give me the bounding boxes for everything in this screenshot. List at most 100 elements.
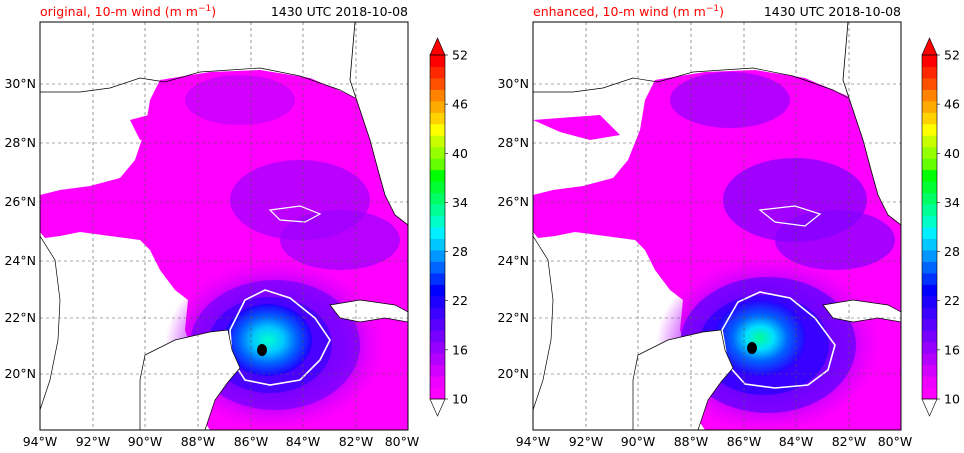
lon-label: 92°W — [569, 434, 604, 449]
colorbar-segment — [922, 261, 937, 274]
map-frame — [532, 21, 902, 431]
colorbar-segment — [430, 169, 445, 182]
lon-label: 82°W — [339, 434, 374, 449]
colorbar-segment — [430, 227, 445, 239]
map-panel-original: original, 10-m wind (m m−1) 1430 UTC 201… — [4, 4, 467, 449]
colorbar-segment — [922, 89, 937, 102]
colorbar-tick-label: 40 — [944, 146, 960, 161]
colorbar-segment — [922, 169, 937, 182]
lat-label: 30°N — [4, 76, 36, 91]
colorbar-segment — [430, 192, 445, 205]
colorbar-tick-label: 40 — [452, 146, 468, 161]
colorbar-segment — [430, 89, 445, 102]
lon-label: 86°W — [234, 434, 269, 449]
colorbar-segment — [430, 307, 445, 320]
colorbar-segment — [922, 272, 937, 285]
colorbar-segment — [430, 204, 445, 217]
colorbar-segment — [922, 55, 937, 67]
colorbar-tick-label: 34 — [944, 195, 960, 210]
lon-label: 84°W — [286, 434, 321, 449]
colorbar-segment — [430, 112, 445, 125]
colorbar-segment — [430, 318, 445, 331]
colorbar-segment — [430, 376, 445, 389]
colorbar-segment — [922, 158, 937, 171]
colorbar-segment — [922, 204, 937, 217]
colorbar: 10 16 22 28 34 40 46 52 — [921, 37, 960, 417]
panel-title-left: enhanced, 10-m wind (m m−1) — [533, 4, 724, 19]
colorbar-segment — [430, 353, 445, 366]
colorbar-segment — [430, 238, 445, 251]
colorbar-segment — [430, 55, 445, 67]
lon-label: 94°W — [23, 434, 58, 449]
colorbar-tick-label: 52 — [944, 48, 960, 63]
lon-label: 82°W — [832, 434, 867, 449]
gridlines — [533, 22, 901, 430]
colorbar-segment — [430, 181, 445, 194]
lat-label: 22°N — [497, 310, 529, 325]
lat-label: 30°N — [497, 76, 529, 91]
lat-label: 20°N — [497, 366, 529, 381]
lat-labels: 20°N 22°N 24°N 26°N 28°N 30°N — [497, 76, 529, 381]
colorbar-segment — [430, 215, 445, 228]
colorbar-segment — [922, 307, 937, 320]
lat-label: 26°N — [4, 194, 36, 209]
colorbar-tick-label: 28 — [944, 244, 960, 259]
colorbar-min-extension — [921, 398, 938, 417]
colorbar-segment — [922, 249, 937, 262]
colorbar-segment — [922, 123, 937, 136]
colorbar-segment — [922, 295, 937, 308]
colorbar-max-extension — [429, 37, 446, 56]
colorbar-segment — [430, 341, 445, 354]
colorbar-segment — [922, 330, 937, 343]
colorbar-tick-label: 22 — [944, 293, 960, 308]
wind-field — [40, 22, 408, 430]
colorbar-segment — [430, 284, 445, 297]
colorbar-tick-label: 10 — [452, 392, 468, 407]
colorbar-min-extension — [429, 398, 446, 417]
colorbar-segment — [922, 66, 937, 79]
wind-field — [533, 22, 901, 430]
lon-label: 88°W — [181, 434, 216, 449]
colorbar-segment — [430, 158, 445, 171]
lat-labels: 20°N 22°N 24°N 26°N 28°N 30°N — [4, 76, 36, 381]
lat-label: 26°N — [497, 194, 529, 209]
colorbar-segment — [922, 238, 937, 251]
map-frame — [39, 21, 409, 431]
colorbar-segment — [430, 123, 445, 136]
colorbar-segment — [922, 77, 937, 90]
colorbar-segment — [430, 295, 445, 308]
colorbar-tick-label: 10 — [944, 392, 960, 407]
colorbar-segment — [922, 376, 937, 389]
colorbar-segment — [430, 330, 445, 343]
lat-label: 20°N — [4, 366, 36, 381]
colorbar-segment — [430, 249, 445, 262]
colorbar-tick-label: 16 — [452, 342, 468, 357]
colorbar-segment — [430, 272, 445, 285]
colorbar-tick-label: 34 — [452, 195, 468, 210]
colorbar-segment — [922, 192, 937, 205]
lat-label: 22°N — [4, 310, 36, 325]
lon-label: 90°W — [128, 434, 163, 449]
lon-label: 84°W — [779, 434, 814, 449]
colorbar-segment — [922, 215, 937, 228]
colorbar-segment — [430, 261, 445, 274]
colorbar-segment — [922, 227, 937, 239]
colorbar-segment — [430, 135, 445, 148]
colorbar-segment — [922, 284, 937, 297]
lon-label: 86°W — [727, 434, 762, 449]
lon-label: 94°W — [516, 434, 551, 449]
lon-label: 90°W — [621, 434, 656, 449]
lon-label: 80°W — [385, 434, 420, 449]
gridlines — [40, 22, 408, 430]
lon-label: 92°W — [76, 434, 111, 449]
colorbar-segment — [430, 100, 445, 113]
panel-title-time: 1430 UTC 2018-10-08 — [764, 4, 901, 19]
colorbar-segment — [922, 353, 937, 366]
lon-labels: 94°W 92°W 90°W 88°W 86°W 84°W 82°W 80°W — [516, 434, 913, 449]
colorbar-segment — [922, 387, 937, 400]
lon-label: 88°W — [674, 434, 709, 449]
colorbar-segment — [430, 364, 445, 377]
lat-label: 24°N — [4, 253, 36, 268]
colorbar-segment — [430, 146, 445, 159]
